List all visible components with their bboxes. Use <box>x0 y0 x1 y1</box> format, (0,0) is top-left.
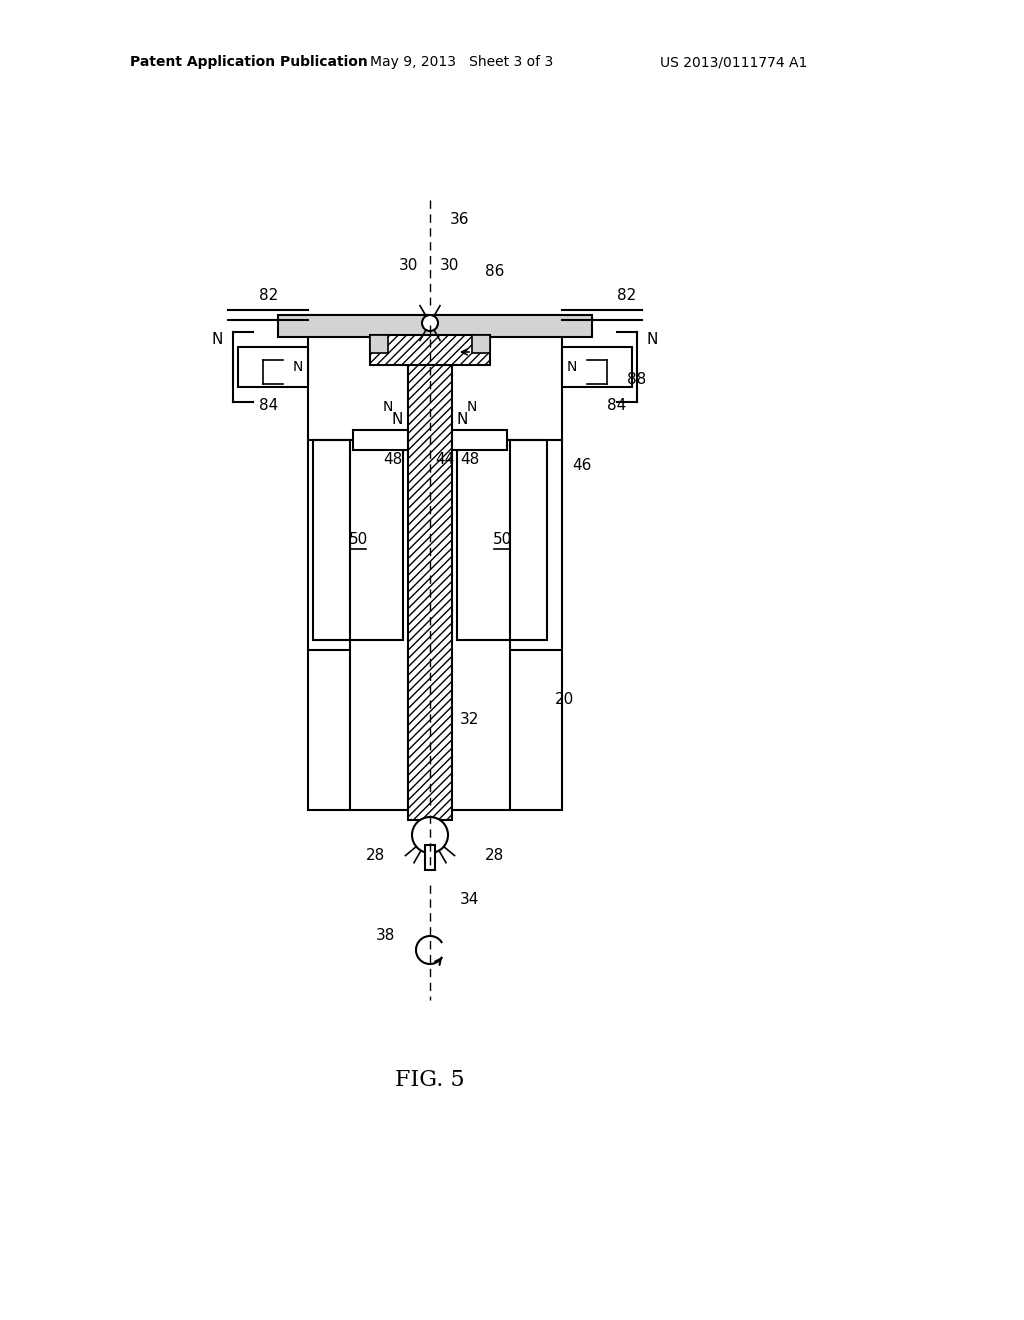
Text: 34: 34 <box>460 892 479 908</box>
Text: 20: 20 <box>555 693 574 708</box>
Text: 30: 30 <box>398 257 418 272</box>
Text: Patent Application Publication: Patent Application Publication <box>130 55 368 69</box>
Text: N: N <box>467 400 477 414</box>
Text: 84: 84 <box>259 397 278 412</box>
Text: N: N <box>391 412 403 428</box>
Text: 32: 32 <box>460 713 479 727</box>
Text: 46: 46 <box>572 458 592 473</box>
Text: 84: 84 <box>607 397 627 412</box>
Text: US 2013/0111774 A1: US 2013/0111774 A1 <box>660 55 807 69</box>
Text: 48: 48 <box>384 453 403 467</box>
Circle shape <box>422 315 438 331</box>
Text: 48: 48 <box>460 453 479 467</box>
Bar <box>238 347 308 387</box>
Text: 44: 44 <box>435 453 455 467</box>
Bar <box>370 335 490 366</box>
Bar <box>308 315 562 810</box>
Text: N: N <box>383 400 393 414</box>
Text: 82: 82 <box>259 288 278 302</box>
Text: N: N <box>567 360 578 374</box>
Bar <box>457 440 547 640</box>
Text: 86: 86 <box>485 264 505 280</box>
Bar <box>562 347 632 387</box>
Bar <box>278 315 592 337</box>
Bar <box>472 335 490 352</box>
Bar <box>353 430 408 450</box>
Text: 36: 36 <box>450 213 469 227</box>
Bar <box>408 337 452 820</box>
Text: May 9, 2013   Sheet 3 of 3: May 9, 2013 Sheet 3 of 3 <box>370 55 553 69</box>
Text: 88: 88 <box>627 372 646 388</box>
Text: 28: 28 <box>485 847 504 862</box>
Text: 50: 50 <box>493 532 512 548</box>
Text: 28: 28 <box>366 847 385 862</box>
Text: N: N <box>647 333 658 347</box>
Circle shape <box>412 817 449 853</box>
Text: 50: 50 <box>348 532 368 548</box>
Text: N: N <box>457 412 468 428</box>
Bar <box>452 430 507 450</box>
Bar <box>313 440 403 640</box>
Bar <box>370 335 388 352</box>
Bar <box>425 845 435 870</box>
Text: N: N <box>293 360 303 374</box>
Text: N: N <box>212 333 223 347</box>
Text: 30: 30 <box>440 257 460 272</box>
Text: FIG. 5: FIG. 5 <box>395 1069 465 1092</box>
Text: 82: 82 <box>617 288 636 302</box>
Text: 38: 38 <box>376 928 395 942</box>
